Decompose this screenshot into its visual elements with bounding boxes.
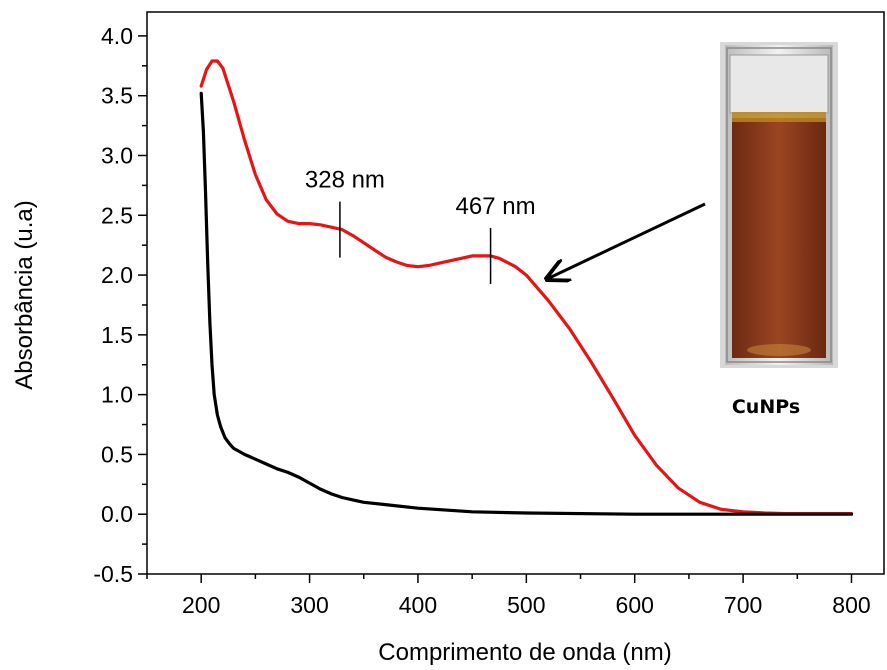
x-axis-label: Comprimento de onda (nm) [378, 639, 671, 666]
peak-annotation: 467 nm [456, 193, 536, 220]
y-tick-label: 1.0 [101, 382, 133, 408]
y-tick-label: -0.5 [93, 561, 133, 587]
inset-label: CuNPs [732, 396, 800, 418]
y-tick-label: 3.5 [101, 83, 133, 109]
y-tick-label: 0.5 [101, 441, 133, 467]
x-tick-label: 700 [724, 592, 762, 618]
x-axis: 200 300 400 500 600 700 800 [146, 574, 871, 618]
x-tick-label: 300 [290, 592, 328, 618]
y-tick-label: 0.0 [101, 501, 133, 527]
x-tick-label: 600 [616, 592, 654, 618]
cuvette-liquid [732, 118, 826, 358]
x-tick-label: 400 [399, 592, 437, 618]
peak-annotation: 328 nm [305, 167, 385, 194]
series-line-2 [199, 91, 854, 516]
pointer-arrow [547, 202, 706, 279]
plot-frame [146, 11, 885, 575]
y-tick-label: 3.0 [101, 142, 133, 168]
y-axis-label: Absorbância (u.a) [11, 200, 38, 389]
cuvette-photo [720, 42, 838, 368]
y-tick-label: 4.0 [101, 23, 133, 49]
y-tick-label: 2.5 [101, 202, 133, 228]
series-line-1 [199, 59, 854, 516]
y-tick-label: 1.5 [101, 322, 133, 348]
x-tick-label: 200 [182, 592, 220, 618]
x-tick-label: 500 [507, 592, 545, 618]
annotation-layer: 328 nm 467 nm [305, 167, 536, 284]
y-axis: -0.5 0.0 0.5 1.0 1.5 2.0 2.5 3.0 3.5 4.0 [93, 23, 147, 587]
series-layer [199, 59, 854, 516]
y-tick-label: 2.0 [101, 262, 133, 288]
x-tick-label: 800 [832, 592, 870, 618]
